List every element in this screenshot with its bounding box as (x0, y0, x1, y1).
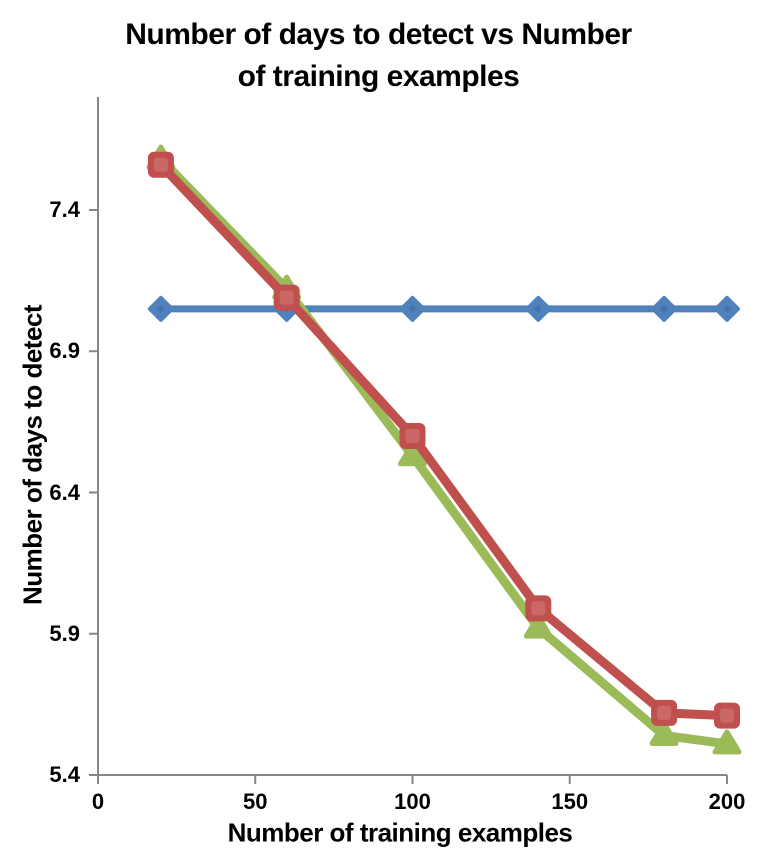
diamond-marker (399, 295, 426, 322)
x-tick-label: 200 (708, 789, 746, 814)
chart-title-line-1: Number of days to detect vs Number (125, 18, 632, 51)
x-tick-label: 100 (394, 789, 431, 814)
chart-title-line-2: of training examples (237, 60, 520, 93)
triangle-marker (523, 613, 553, 639)
triangle-marker (398, 441, 427, 467)
square-marker (525, 595, 552, 622)
x-tick-label: 0 (91, 789, 105, 814)
square-marker (273, 284, 300, 311)
square-marker (399, 423, 426, 449)
diamond-marker (651, 295, 678, 322)
square-marker (714, 702, 740, 729)
x-tick-label: 150 (551, 789, 589, 814)
diamond-marker-inner (534, 304, 543, 313)
square-marker (651, 699, 678, 726)
diamond-marker-inner (156, 304, 165, 313)
diamond-marker (147, 295, 174, 322)
square-marker-inner (405, 429, 420, 443)
diamond-marker-inner (660, 304, 669, 313)
square-marker-inner (531, 601, 546, 616)
y-tick-label: 5.4 (49, 762, 80, 787)
diamond-marker (525, 295, 552, 322)
y-tick-label: 5.9 (49, 620, 80, 646)
diamond-marker (714, 295, 740, 322)
square-marker-inner (657, 705, 672, 720)
triangle-marker (649, 720, 679, 746)
green-declining-series-line (156, 154, 732, 749)
square-marker (147, 151, 174, 178)
y-tick-label: 7.4 (49, 197, 80, 222)
x-tick-label: 50 (243, 789, 268, 814)
square-marker-inner (279, 290, 294, 305)
chart-title: Number of days to detect vs Number of tr… (0, 14, 757, 98)
y-tick-label: 6.9 (49, 338, 80, 364)
diamond-marker-inner (408, 304, 417, 313)
square-marker-inner (720, 708, 734, 723)
y-tick-label: 6.4 (49, 479, 80, 505)
diamond-marker-inner (723, 304, 731, 313)
square-marker-inner (153, 157, 168, 172)
triangle-marker (712, 729, 742, 755)
x-axis-title: Number of training examples (227, 817, 573, 848)
